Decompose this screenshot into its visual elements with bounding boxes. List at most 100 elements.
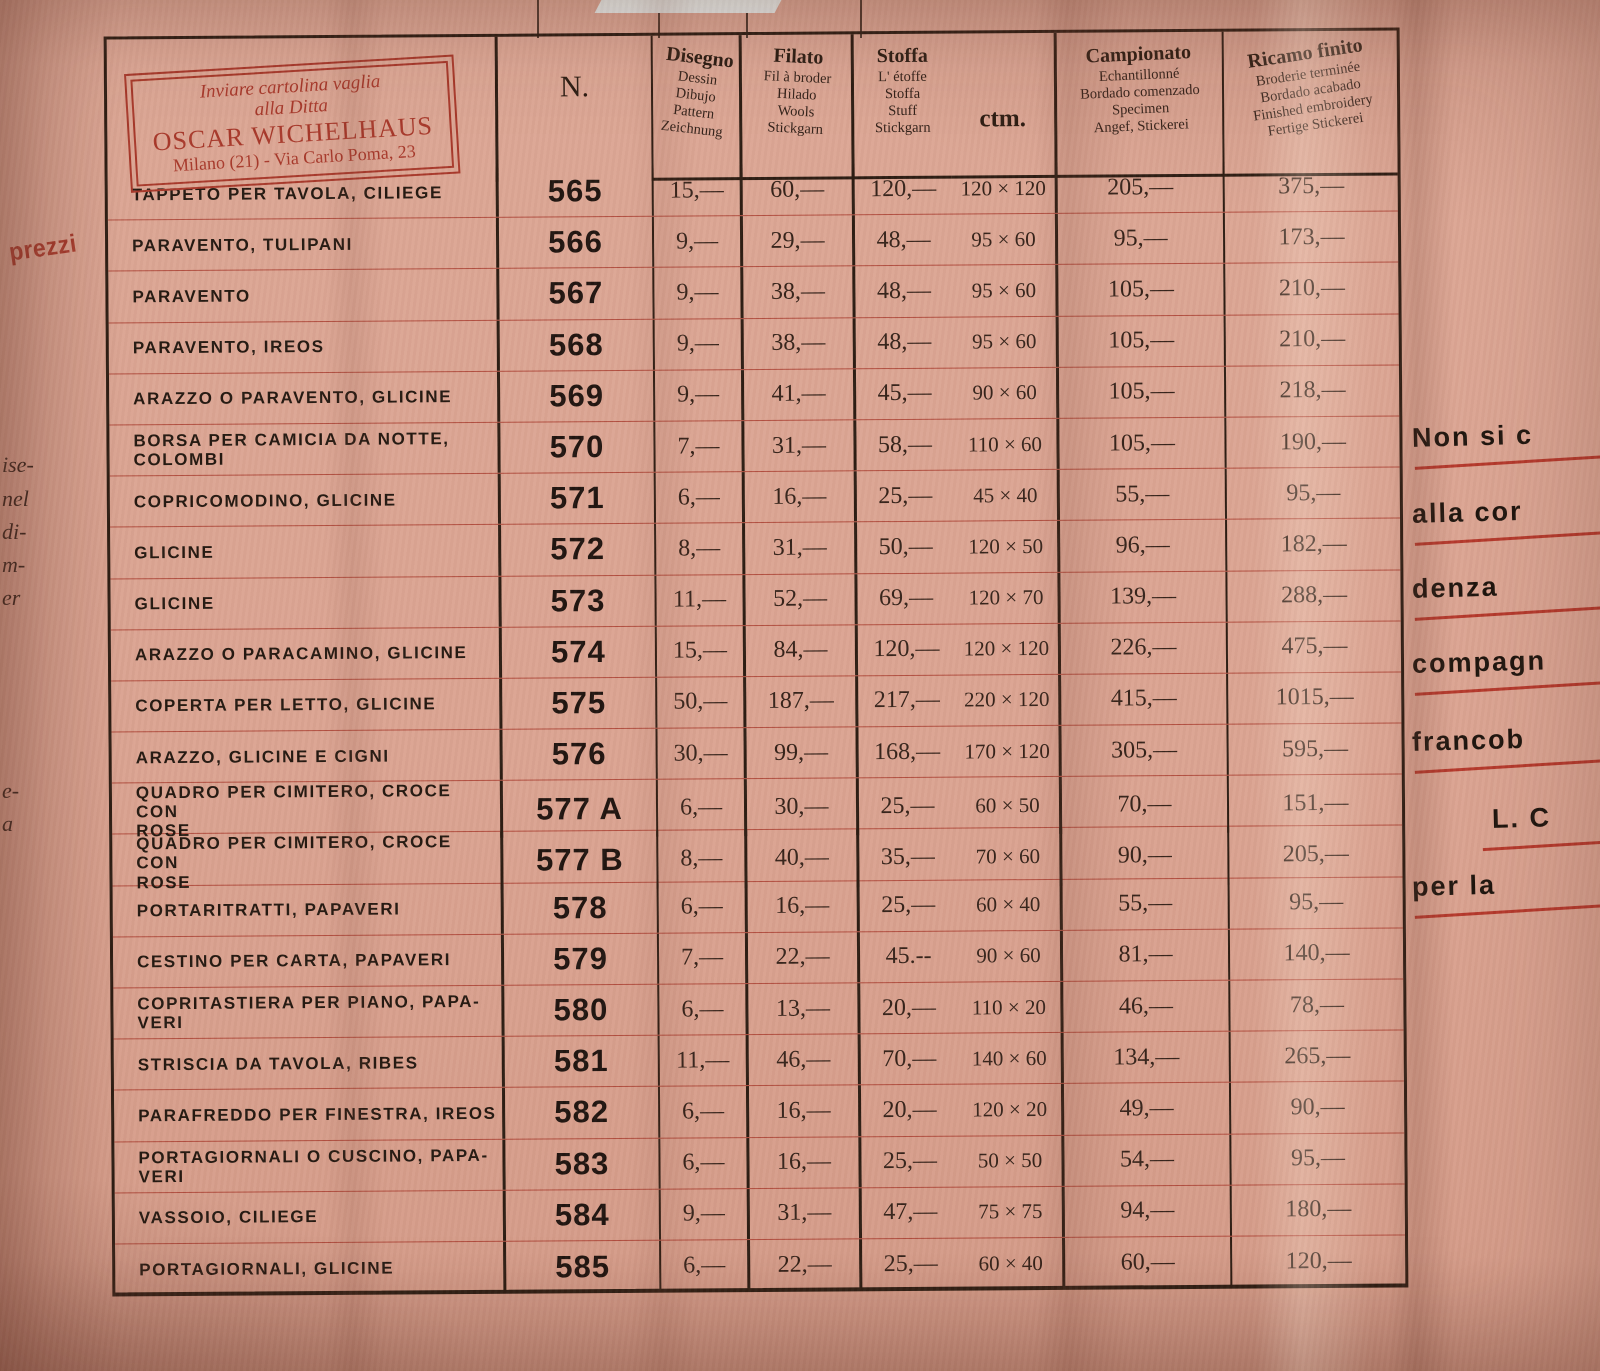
header-ricamo-text: Ricamo finito Broderie terminée Bordado … [1244,34,1376,143]
price-campionato: 105,— [1055,366,1225,418]
red-underline [1414,452,1600,470]
price-filato: 31,— [746,1188,860,1240]
table-row: PORTAGIORNALI O CUSCINO, PAPA- VERI 583 … [114,1133,1405,1194]
price-campionato: 305,— [1058,724,1227,777]
column-line-stub [658,0,660,38]
price-stoffa: 120,— [854,624,956,676]
price-campionato: 95,— [1054,212,1224,265]
header-filato-subs: Fil à broder Hilado Wools Stickgarn [763,68,832,139]
price-disegno: 7,— [656,932,746,984]
price-stoffa: 35,— [856,829,957,887]
table-row: PARAVENTO, TULIPANI 566 9,— 29,— 48,— 95… [107,211,1399,272]
item-name: GLICINE [134,542,215,563]
table-row: PARAVENTO, IREOS 568 9,— 38,— 48,— 95 × … [108,314,1399,375]
price-stoffa: 20,— [857,982,958,1034]
price-stoffa: 168,— [855,726,956,778]
price-ricamo: 218,— [1223,365,1400,417]
item-name: BORSA PER CAMICIA DA NOTTE, COLOMBI [133,429,450,470]
price-ricamo: 288,— [1225,569,1401,622]
price-stoffa: 25,— [858,1136,959,1188]
size-ctm: 60 × 40 [975,892,1041,917]
size-ctm: 75 × 75 [978,1199,1043,1224]
price-disegno: 11,— [657,1035,746,1087]
size-ctm: 90 × 60 [976,943,1041,968]
size-ctm: 140 × 60 [971,1045,1047,1071]
item-name: PORTAGIORNALI O CUSCINO, PAPA- VERI [138,1145,489,1186]
size-ctm: 120 × 120 [960,175,1046,201]
price-filato: 31,— [741,420,854,472]
item-number: 581 [501,1035,658,1088]
price-ricamo: 180,— [1229,1184,1406,1236]
item-name: PARAVENTO [132,286,251,307]
item-number: 568 [496,319,653,371]
size-ctm: 95 × 60 [972,329,1037,354]
size-ctm: 60 × 40 [978,1251,1043,1276]
price-ricamo: 78,— [1228,979,1404,1031]
price-campionato: 46,— [1060,980,1229,1033]
price-disegno: 6,— [659,1240,748,1292]
item-name: ARAZZO O PARAVENTO, GLICINE [133,387,453,409]
price-campionato: 60,— [1062,1236,1231,1290]
price-campionato: 94,— [1061,1185,1231,1237]
size-ctm: 50 × 50 [977,1148,1043,1173]
price-ricamo: 95,— [1227,877,1403,929]
table-row: CESTINO PER CARTA, PAPAVERI 579 7,— 22,—… [112,928,1404,989]
price-stoffa: 25,— [855,777,957,836]
item-number: 582 [501,1087,659,1139]
item-number: 572 [498,524,655,576]
right-page-text-fragment: L. C [1482,798,1600,852]
item-number: 566 [495,216,653,269]
red-underline [1414,603,1600,621]
header-campionato-text: Campionato Echantillonné Bordado comenza… [1078,41,1201,138]
price-campionato: 134,— [1060,1031,1229,1084]
header-disegno-subs: Dessin Dibujo Pattern Zeichnung [660,68,724,142]
size-ctm: 120 × 70 [968,585,1044,610]
header-number: N. [494,35,652,182]
table-row: PARAVENTO 567 9,— 38,— 48,— 95 × 60 105,… [108,262,1399,324]
price-ricamo: 1015,— [1226,672,1402,724]
price-disegno: 15,— [654,625,744,677]
item-number: 579 [500,933,658,985]
column-line-stub [860,0,862,38]
price-filato: 31,— [742,522,855,574]
table-row: BORSA PER CAMICIA DA NOTTE, COLOMBI 570 … [109,416,1400,477]
header-filato-text: Filato Fil à broder Hilado Wools Stickga… [761,45,833,139]
item-name: COPERTA PER LETTO, GLICINE [135,694,437,716]
header-stoffa: Stoffa L' étoffe Stoffa Stuff Stickgarn [850,33,952,180]
price-ricamo: 205,— [1227,825,1403,885]
price-campionato: 226,— [1057,622,1227,674]
price-filato: 16,— [745,1085,859,1137]
price-disegno: 6,— [657,1086,747,1138]
price-disegno: 8,— [656,830,745,889]
header-campionato-title: Campionato [1084,41,1192,68]
right-fragment-text: denza [1411,571,1499,604]
price-table: Inviare cartolina vaglia alla Ditta OSCA… [103,27,1409,1297]
red-underline [1414,528,1600,546]
header-disegno-text: Disegno Dessin Dibujo Pattern Zeichnung [657,43,735,143]
price-campionato: 70,— [1058,775,1228,835]
left-text-fragment: ise- [2,452,34,477]
table-row: COPRITASTIERA PER PIANO, PAPA- VERI 580 … [113,979,1404,1040]
item-number: 571 [497,472,655,525]
price-filato: 16,— [744,880,857,932]
price-stoffa: 58,— [853,419,954,471]
price-ricamo: 140,— [1227,928,1404,980]
right-page-text-fragment: per la [1412,866,1600,919]
price-stoffa: 20,— [857,1084,959,1136]
sender-address-box-inner: Inviare cartolina vaglia alla Ditta OSCA… [130,60,455,187]
price-campionato: 54,— [1061,1134,1230,1186]
price-filato: 22,— [747,1239,860,1292]
header-campionato: Campionato Echantillonné Bordado comenza… [1053,31,1223,178]
right-fragment-text: L. C [1491,802,1552,834]
header-filato-title: Filato [772,44,824,69]
price-disegno: 8,— [654,523,743,575]
item-number: 576 [499,728,656,781]
price-campionato: 415,— [1058,673,1227,725]
item-name: COPRITASTIERA PER PIANO, PAPA- VERI [137,991,481,1033]
left-text-fragment: a [2,811,13,836]
price-filato: 41,— [740,369,854,421]
right-fragment-text: Non si c [1411,419,1534,453]
left-text-fragment: er [2,585,21,610]
price-disegno: 9,— [652,267,741,319]
